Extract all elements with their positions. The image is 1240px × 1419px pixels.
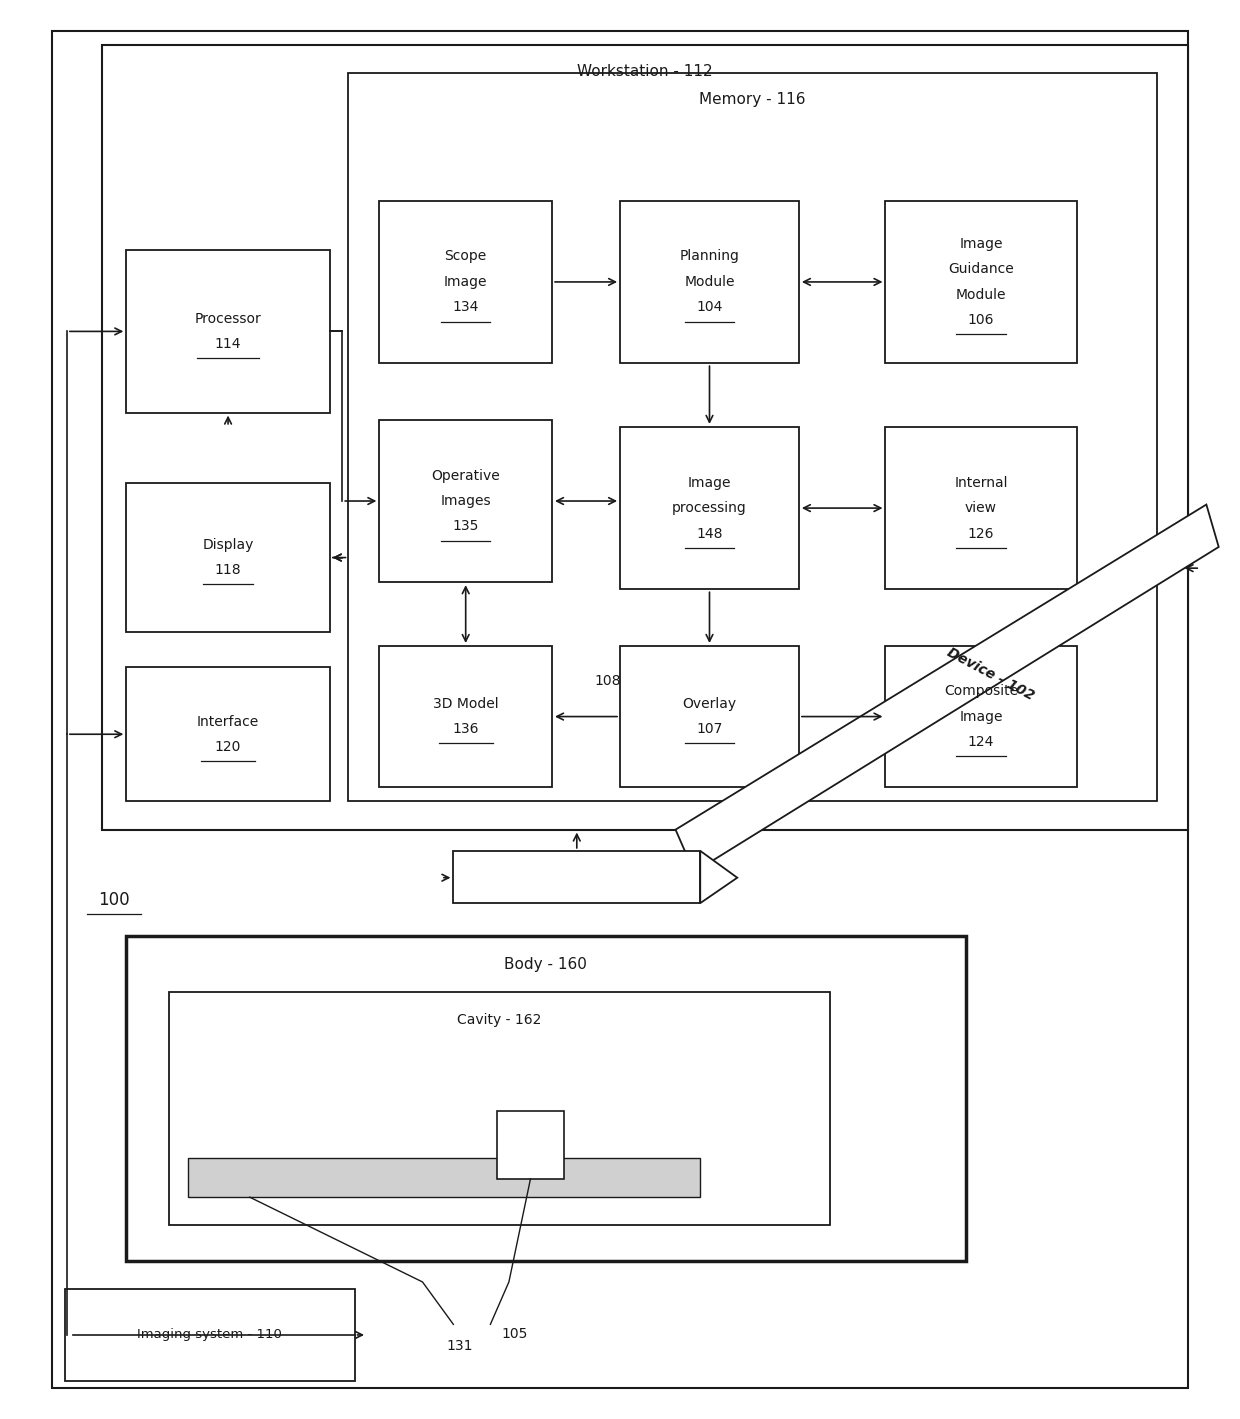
Text: Processor: Processor [195, 312, 262, 326]
Bar [620, 200, 799, 363]
Text: 120: 120 [215, 739, 242, 753]
Text: Cavity - 162: Cavity - 162 [458, 1013, 542, 1027]
Text: Images: Images [440, 494, 491, 508]
Text: Image: Image [960, 237, 1003, 251]
Text: Module: Module [956, 288, 1007, 302]
Bar [126, 667, 330, 802]
Text: 136: 136 [453, 722, 479, 736]
Text: Planning: Planning [680, 250, 739, 264]
Text: Device - 102: Device - 102 [945, 646, 1037, 702]
Text: Body - 160: Body - 160 [505, 956, 588, 972]
Text: 126: 126 [968, 526, 994, 541]
Text: Memory - 116: Memory - 116 [699, 92, 806, 106]
Text: Image: Image [444, 275, 487, 289]
Text: 135: 135 [453, 519, 479, 534]
Text: Module: Module [684, 275, 735, 289]
Bar [126, 484, 330, 631]
Bar [188, 1158, 701, 1198]
Text: 3D Model: 3D Model [433, 697, 498, 711]
Text: Workstation - 112: Workstation - 112 [577, 64, 713, 78]
Text: 105: 105 [502, 1327, 528, 1341]
Polygon shape [454, 851, 701, 902]
Bar [885, 427, 1076, 589]
Text: 118: 118 [215, 563, 242, 578]
Text: Image: Image [688, 475, 732, 490]
Text: Internal: Internal [955, 475, 1008, 490]
Bar [620, 646, 799, 788]
Polygon shape [701, 851, 738, 902]
Text: Interface: Interface [197, 715, 259, 728]
Text: 131: 131 [446, 1338, 472, 1352]
Bar [126, 935, 966, 1260]
Text: Composite: Composite [944, 684, 1018, 698]
Bar [885, 646, 1076, 788]
Polygon shape [676, 505, 1219, 873]
Bar [885, 200, 1076, 363]
Bar [126, 250, 330, 413]
Text: 100: 100 [98, 891, 130, 910]
Text: Display: Display [202, 538, 254, 552]
Text: 106: 106 [968, 314, 994, 328]
Text: Image: Image [960, 710, 1003, 724]
Text: Guidance: Guidance [949, 263, 1014, 277]
Text: Imaging system - 110: Imaging system - 110 [138, 1328, 281, 1341]
Text: view: view [965, 501, 997, 515]
Text: 124: 124 [968, 735, 994, 749]
Bar [170, 992, 830, 1226]
Text: 108: 108 [594, 674, 621, 688]
Text: 107: 107 [697, 722, 723, 736]
Bar [379, 646, 552, 788]
Text: Overlay: Overlay [682, 697, 737, 711]
Text: 114: 114 [215, 338, 242, 350]
Bar [64, 1288, 355, 1381]
Text: 134: 134 [453, 301, 479, 315]
Text: Scope: Scope [445, 250, 487, 264]
Bar [496, 1111, 564, 1179]
Text: Operative: Operative [432, 468, 500, 482]
Bar [348, 74, 1157, 802]
Bar [102, 45, 1188, 830]
Bar [379, 200, 552, 363]
Bar [620, 427, 799, 589]
Text: 104: 104 [697, 301, 723, 315]
Bar [379, 420, 552, 582]
Text: 148: 148 [696, 526, 723, 541]
Text: processing: processing [672, 501, 746, 515]
